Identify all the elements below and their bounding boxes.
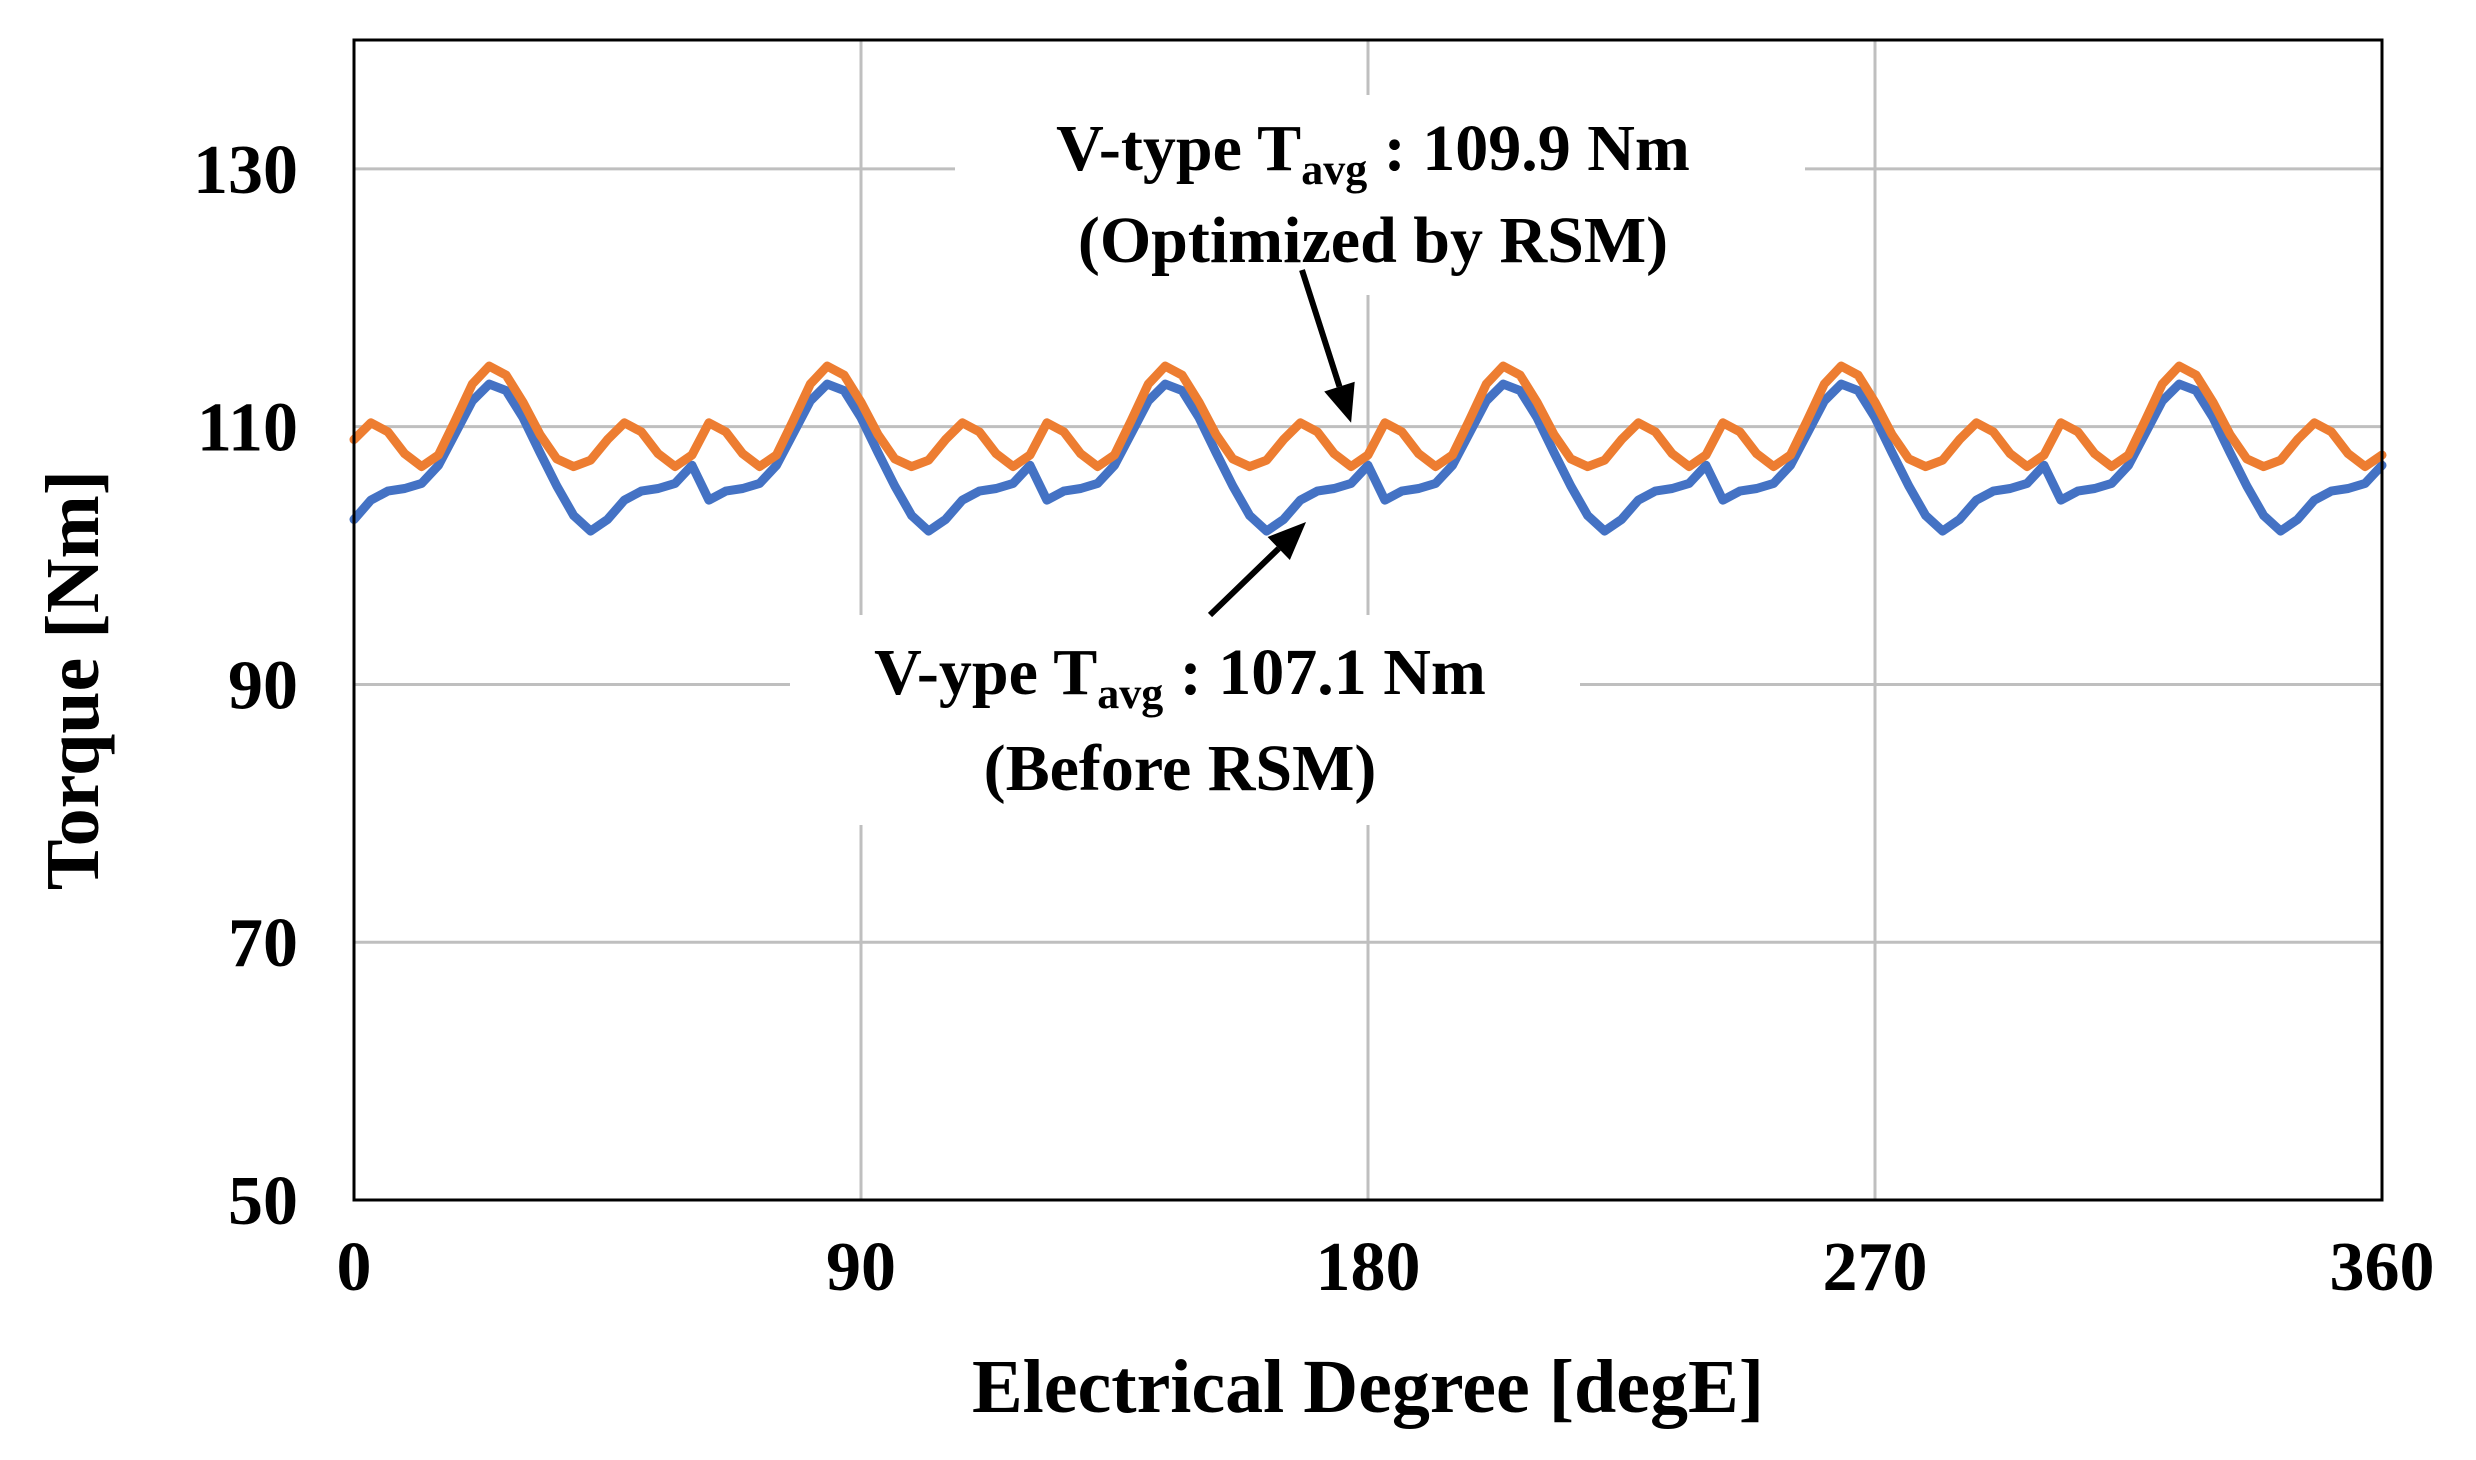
series-lines [349,361,2387,536]
annotation-optimized: V-type Tavg : 109.9 Nm (Optimized by RSM… [955,95,1805,295]
x-tick-labels: 0 90 180 270 360 [337,1229,2435,1306]
y-tick-label: 50 [228,1163,298,1240]
annotation-before-bg [790,615,1580,825]
annotation-before-line2: (Before RSM) [984,732,1377,805]
annotation-before-suffix: : 107.1 Nm [1163,636,1486,709]
y-tick-labels: 50 70 90 110 130 [193,132,298,1240]
series-line-optimized-by-rsm [349,361,2387,472]
x-tick-label: 270 [1823,1229,1928,1306]
annotation-before-prefix: V-ype T [874,636,1097,709]
annotation-optimized-line1: V-type Tavg : 109.9 Nm [1056,112,1690,194]
arrow-optimized-head [1324,381,1355,423]
x-tick-label: 360 [2330,1229,2435,1306]
annotation-before: V-ype Tavg : 107.1 Nm (Before RSM) [790,615,1580,825]
annotation-optimized-subscript: avg [1301,145,1367,194]
annotation-optimized-suffix: : 109.9 Nm [1367,112,1690,185]
annotation-optimized-line2: (Optimized by RSM) [1078,204,1668,277]
y-axis-title: Torque [Nm] [31,470,115,890]
y-tick-label: 90 [228,647,298,724]
x-tick-label: 0 [337,1229,372,1306]
y-tick-label: 130 [193,132,298,209]
x-tick-label: 90 [826,1229,896,1306]
plot-frame [352,38,2384,1202]
annotation-optimized-bg [955,95,1805,295]
y-tick-label: 70 [228,905,298,982]
arrow-before-head [1267,522,1307,560]
series-line-before-rsm [349,379,2387,536]
x-tick-label: 180 [1316,1229,1421,1306]
annotation-arrows [1207,269,1355,618]
annotation-optimized-prefix: V-type T [1056,112,1301,185]
x-axis-title: Electrical Degree [degE] [972,1345,1764,1429]
annotation-before-subscript: avg [1097,669,1163,718]
annotation-before-line1: V-ype Tavg : 107.1 Nm [874,636,1486,718]
y-tick-label: 110 [197,390,298,467]
arrow-before-shaft [1207,546,1281,618]
arrow-optimized-shaft [1299,269,1343,388]
